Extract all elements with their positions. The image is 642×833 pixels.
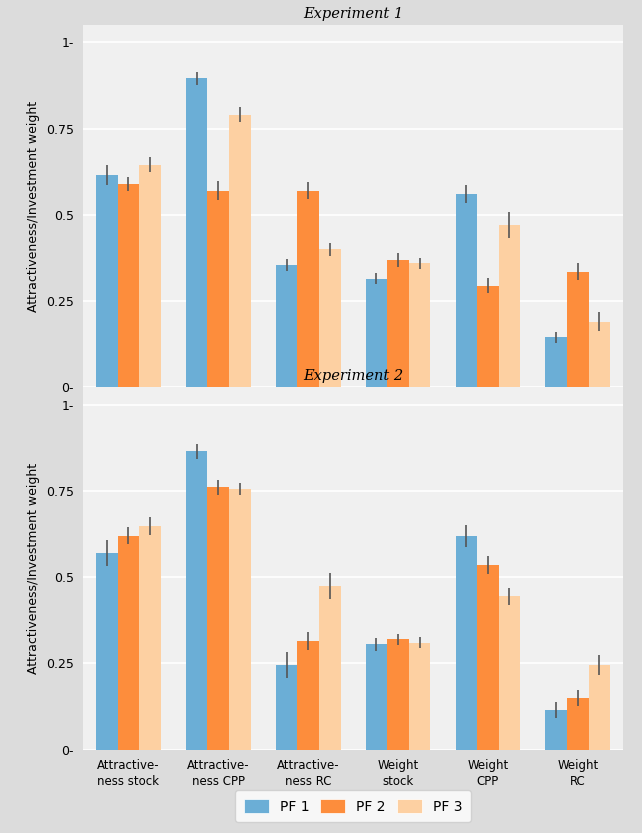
Bar bbox=[117, 184, 139, 387]
Bar bbox=[96, 553, 117, 750]
Y-axis label: Attractiveness/Investment weight: Attractiveness/Investment weight bbox=[27, 463, 40, 674]
Bar bbox=[319, 586, 340, 750]
Bar bbox=[387, 260, 409, 387]
Bar bbox=[366, 278, 387, 387]
Title: Experiment 1: Experiment 1 bbox=[303, 7, 403, 21]
Bar bbox=[297, 191, 319, 387]
Bar bbox=[297, 641, 319, 750]
Bar bbox=[276, 665, 297, 750]
Bar bbox=[139, 165, 160, 387]
Bar bbox=[366, 645, 387, 750]
Bar bbox=[139, 526, 160, 750]
Bar bbox=[567, 698, 589, 750]
Bar bbox=[499, 596, 520, 750]
Bar bbox=[409, 643, 430, 750]
Bar bbox=[589, 665, 610, 750]
Y-axis label: Attractiveness/Investment weight: Attractiveness/Investment weight bbox=[27, 101, 40, 312]
Bar bbox=[499, 225, 520, 387]
Bar bbox=[207, 487, 229, 750]
Bar bbox=[229, 115, 250, 387]
Bar bbox=[117, 536, 139, 750]
Bar bbox=[409, 263, 430, 387]
Legend: PF 1, PF 2, PF 3: PF 1, PF 2, PF 3 bbox=[235, 791, 471, 822]
Bar bbox=[319, 249, 340, 387]
Bar bbox=[387, 639, 409, 750]
Bar bbox=[477, 565, 499, 750]
Bar bbox=[207, 191, 229, 387]
Bar bbox=[546, 710, 567, 750]
Bar bbox=[589, 322, 610, 387]
Bar bbox=[456, 194, 477, 387]
Bar bbox=[456, 536, 477, 750]
Bar bbox=[477, 286, 499, 387]
Bar bbox=[186, 78, 207, 387]
Bar bbox=[96, 175, 117, 387]
Bar bbox=[229, 489, 250, 750]
Bar bbox=[276, 265, 297, 387]
Bar bbox=[567, 272, 589, 387]
Bar bbox=[186, 451, 207, 750]
Title: Experiment 2: Experiment 2 bbox=[303, 369, 403, 383]
Bar bbox=[546, 337, 567, 387]
